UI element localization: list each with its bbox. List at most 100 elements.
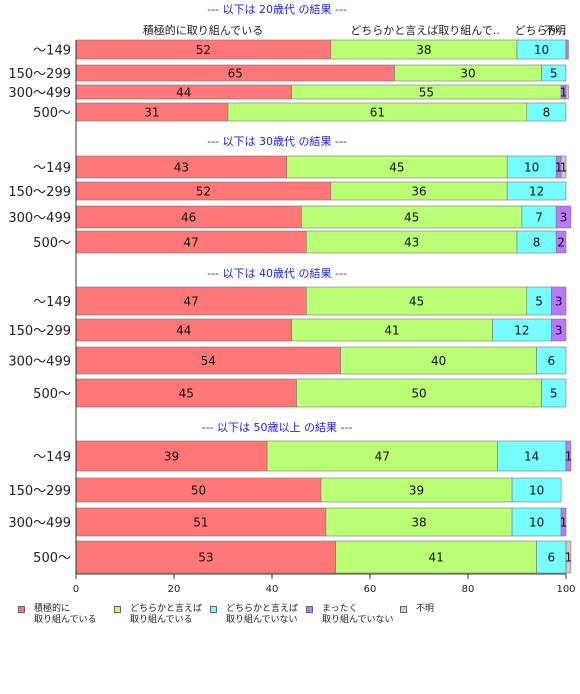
bar-segment (560, 507, 567, 537)
bar-value-label: 40 (431, 354, 446, 368)
bar-value-label: 47 (184, 295, 199, 309)
bar-value-label: 54 (201, 354, 216, 368)
bar-value-label: 46 (181, 211, 196, 225)
bar-segment (560, 155, 567, 179)
bar-value-label: 53 (198, 551, 213, 565)
category-label: ～149 (33, 450, 71, 465)
bar-value-label: 10 (529, 516, 544, 530)
legend-label: まったく 取り組んでいない (322, 604, 394, 625)
x-tick-label: 20 (168, 584, 181, 595)
bar-value-label: 38 (411, 516, 426, 530)
bar-value-label: 31 (144, 106, 159, 120)
x-tick-label: 40 (266, 584, 279, 595)
bar-value-label: 3 (555, 324, 563, 338)
bar-segment (565, 84, 569, 100)
column-header-label: どちらかと言えば取り組んで.. (350, 24, 499, 37)
bar-segment (526, 102, 567, 122)
x-tick-label: 0 (73, 584, 79, 595)
bar-value-label: 65 (228, 67, 243, 81)
bar-segment (511, 507, 562, 537)
bar-value-label: 52 (196, 43, 211, 57)
bar-value-label: 7 (535, 211, 543, 225)
bar-value-label: 1 (565, 551, 573, 565)
bar-value-label: 43 (174, 161, 189, 175)
bar-value-label: 1 (560, 86, 568, 100)
bar-value-label: 12 (529, 185, 544, 199)
legend-label: 積極的に 取り組んでいる (34, 604, 97, 625)
group-title: --- 以下は 30歳代 の結果 --- (207, 134, 347, 148)
bar-segment (555, 230, 567, 254)
column-header-label: 不明 (544, 24, 566, 37)
group-title: --- 以下は 40歳代 の結果 --- (207, 266, 347, 280)
bar-value-label: 39 (409, 484, 424, 498)
bar-value-label: 1 (555, 161, 563, 175)
category-label: 500～ (33, 106, 71, 121)
chart-legend: 積極的に 取り組んでいる どちらかと言えば 取り組んでいる どちらかと言えば 取り組… (18, 604, 578, 634)
bar-value-label: 10 (529, 484, 544, 498)
bar-value-label: 45 (404, 211, 419, 225)
bar-value-label: 52 (196, 185, 211, 199)
bar-value-label: 47 (184, 236, 199, 250)
column-header-label: 積極的に取り組んでいる (143, 23, 263, 37)
column-header-label: どちらか.. (515, 24, 566, 37)
bar-segment (555, 205, 572, 229)
legend-label: 不明 (416, 604, 435, 614)
category-label: 150～299 (8, 324, 71, 339)
legend-swatch (306, 606, 313, 613)
bar-value-label: 5 (550, 387, 558, 401)
bar-segment (565, 440, 572, 472)
bar-value-label: 45 (389, 161, 404, 175)
bar-value-label: 5 (550, 67, 558, 81)
bar-value-label: 8 (533, 236, 541, 250)
bar-segment (320, 477, 513, 503)
bar-value-label: 51 (193, 516, 208, 530)
group-title: --- 以下は 50歳以上 の結果 --- (202, 420, 353, 434)
x-tick-label: 60 (364, 584, 377, 595)
bar-segment (536, 540, 567, 574)
x-tick-label: 80 (462, 584, 475, 595)
bar-value-label: 61 (370, 106, 385, 120)
category-label: 500～ (33, 551, 71, 566)
bar-segment (266, 440, 498, 472)
legend-label: どちらかと言えば 取り組んでいない (226, 604, 299, 625)
bar-value-label: 5 (535, 295, 543, 309)
x-tick-label: 100 (556, 584, 575, 595)
category-label: 300～499 (8, 355, 71, 370)
bar-value-label: 6 (547, 354, 555, 368)
legend-swatch (210, 606, 217, 613)
category-label: 300～499 (8, 86, 71, 101)
bar-value-label: 30 (460, 67, 475, 81)
bar-value-label: 8 (543, 106, 551, 120)
category-label: 500～ (33, 236, 71, 251)
bar-segment (511, 477, 562, 503)
category-label: ～149 (33, 161, 71, 176)
bar-segment (541, 378, 567, 408)
bar-value-label: 14 (524, 450, 539, 464)
bar-value-label: 45 (179, 387, 194, 401)
group-title: --- 以下は 20歳代 の結果 --- (207, 2, 347, 16)
bar-segment (536, 346, 567, 375)
category-label: 150～299 (8, 67, 71, 82)
bar-value-label: 50 (191, 484, 206, 498)
category-label: 300～499 (8, 211, 71, 226)
legend-label: どちらかと言えば 取り組んでいる (130, 604, 203, 625)
bar-segment (526, 286, 552, 316)
bar-segment (335, 540, 537, 574)
legend-swatch (400, 606, 407, 613)
bar-value-label: 36 (411, 185, 426, 199)
bar-segment (550, 286, 567, 316)
bar-segment (565, 39, 569, 60)
bar-value-label: 1 (565, 450, 573, 464)
bar-value-label: 44 (176, 86, 191, 100)
bar-value-label: 1 (560, 161, 568, 175)
bar-value-label: 55 (419, 86, 434, 100)
bar-segment (565, 540, 572, 574)
bar-segment (305, 286, 528, 316)
bar-segment (75, 286, 307, 316)
bar-value-label: 2 (557, 236, 565, 250)
category-label: 150～299 (8, 484, 71, 499)
bar-segment (75, 540, 337, 574)
bar-segment (550, 318, 567, 342)
bar-value-label: 10 (524, 161, 539, 175)
